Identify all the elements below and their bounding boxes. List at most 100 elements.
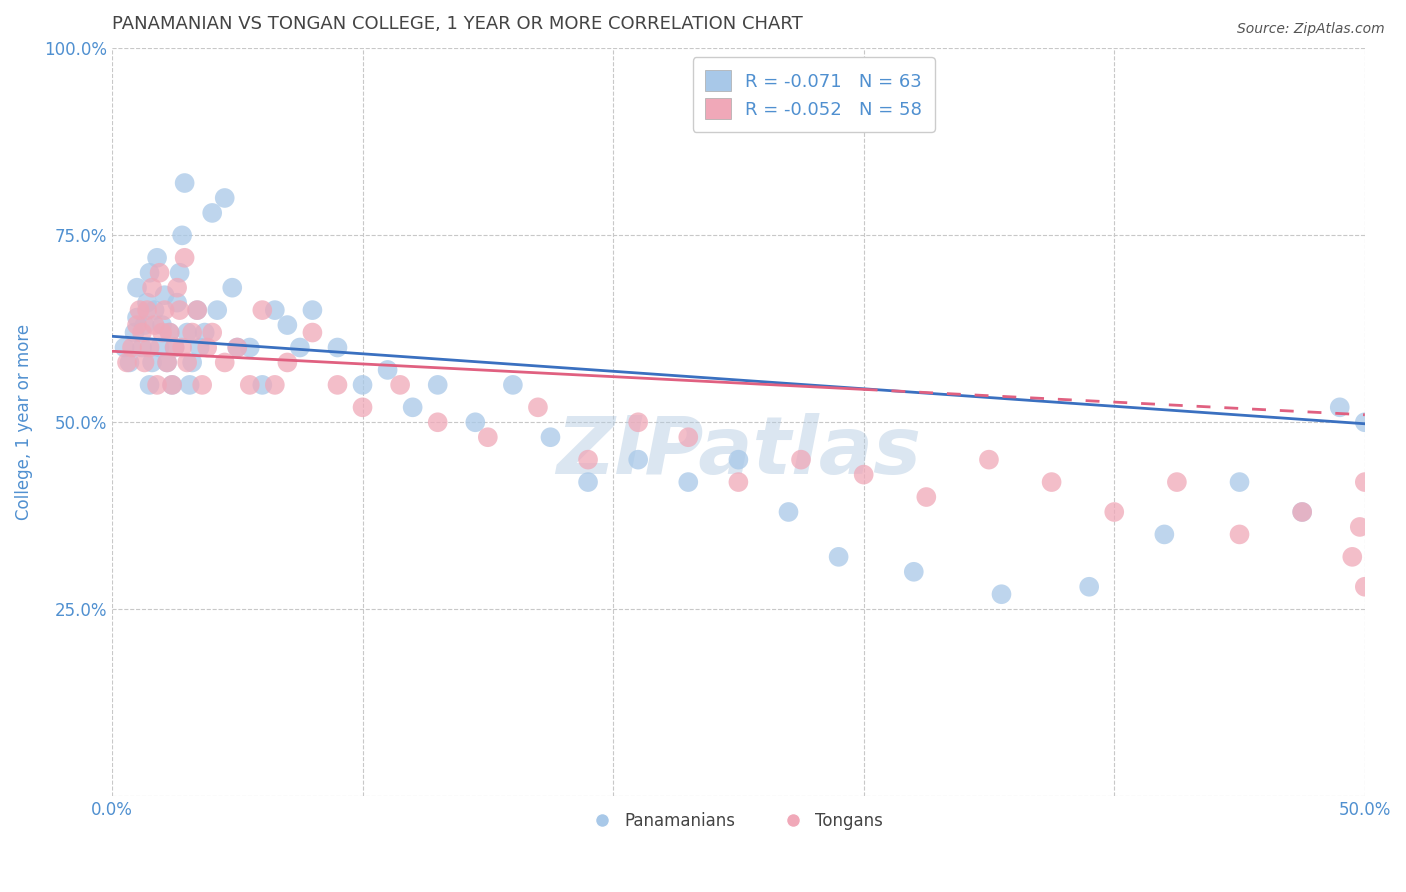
Point [1166,475,1188,489]
Point [727,475,749,489]
Point [1291,505,1313,519]
Point [138,266,160,280]
Point [128,303,150,318]
Point [352,401,374,415]
Point [188,341,211,355]
Point [627,415,650,429]
Point [115,355,138,369]
Point [173,176,195,190]
Point [426,415,449,429]
Text: PANAMANIAN VS TONGAN COLLEGE, 1 YEAR OR MORE CORRELATION CHART: PANAMANIAN VS TONGAN COLLEGE, 1 YEAR OR … [112,15,803,33]
Point [124,326,146,340]
Point [226,341,249,355]
Point [990,587,1012,601]
Point [627,452,650,467]
Point [915,490,938,504]
Point [326,341,349,355]
Point [1102,505,1125,519]
Point [1229,527,1251,541]
Point [166,295,188,310]
Point [195,341,218,355]
Point [131,341,153,355]
Point [1354,475,1376,489]
Point [176,326,198,340]
Point [263,303,285,318]
Point [201,326,224,340]
Legend: Panamanians, Tongans: Panamanians, Tongans [588,805,890,837]
Point [778,505,800,519]
Point [125,310,148,325]
Point [146,251,169,265]
Point [141,281,163,295]
Point [1291,505,1313,519]
Point [1354,580,1376,594]
Point [426,377,449,392]
Text: ZIPatlas: ZIPatlas [555,413,921,491]
Point [377,363,399,377]
Point [288,341,311,355]
Point [401,401,423,415]
Point [181,326,204,340]
Point [186,303,208,318]
Point [186,303,208,318]
Point [156,355,179,369]
Point [153,303,176,318]
Point [1153,527,1175,541]
Point [301,326,323,340]
Point [114,341,136,355]
Point [276,318,298,332]
Point [352,377,374,392]
Point [134,318,156,332]
Point [1329,401,1351,415]
Point [1078,580,1101,594]
Point [1229,475,1251,489]
Point [150,326,173,340]
Text: Source: ZipAtlas.com: Source: ZipAtlas.com [1237,22,1385,37]
Point [1354,415,1376,429]
Point [678,430,700,444]
Point [136,295,159,310]
Point [136,303,159,318]
Point [214,355,236,369]
Point [502,377,524,392]
Point [201,206,224,220]
Point [163,341,186,355]
Point [263,377,285,392]
Point [389,377,412,392]
Point [239,341,262,355]
Point [903,565,925,579]
Point [179,377,201,392]
Point [138,341,160,355]
Point [464,415,486,429]
Point [118,355,141,369]
Point [134,355,156,369]
Point [153,288,176,302]
Point [576,452,599,467]
Point [540,430,562,444]
Point [125,281,148,295]
Point [852,467,875,482]
Point [138,377,160,392]
Point [221,281,243,295]
Point [191,377,214,392]
Point [173,251,195,265]
Point [827,549,849,564]
Point [176,355,198,369]
Point [163,341,186,355]
Point [148,341,170,355]
Point [477,430,499,444]
Point [1341,549,1364,564]
Point [252,377,274,392]
Point [143,303,166,318]
Point [301,303,323,318]
Point [156,355,179,369]
Point [326,377,349,392]
Point [172,228,194,243]
Point [527,401,550,415]
Point [194,326,217,340]
Point [125,318,148,332]
Point [159,326,181,340]
Point [148,266,170,280]
Point [239,377,262,392]
Point [169,303,191,318]
